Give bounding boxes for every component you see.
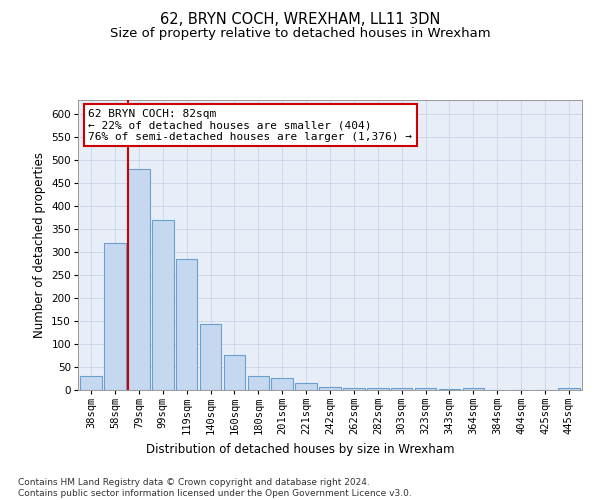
Bar [463, 388, 484, 390]
Bar [104, 242, 126, 390]
Bar [343, 388, 365, 390]
Bar [152, 220, 173, 390]
Bar [439, 388, 460, 390]
Bar [415, 388, 436, 390]
Bar [224, 356, 245, 390]
Bar [80, 376, 102, 390]
Bar [271, 378, 293, 390]
Text: Distribution of detached houses by size in Wrexham: Distribution of detached houses by size … [146, 442, 454, 456]
Text: 62, BRYN COCH, WREXHAM, LL11 3DN: 62, BRYN COCH, WREXHAM, LL11 3DN [160, 12, 440, 28]
Bar [367, 388, 389, 390]
Text: 62 BRYN COCH: 82sqm
← 22% of detached houses are smaller (404)
76% of semi-detac: 62 BRYN COCH: 82sqm ← 22% of detached ho… [88, 108, 412, 142]
Text: Size of property relative to detached houses in Wrexham: Size of property relative to detached ho… [110, 28, 490, 40]
Bar [391, 388, 412, 390]
Bar [295, 383, 317, 390]
Bar [200, 324, 221, 390]
Bar [558, 388, 580, 390]
Y-axis label: Number of detached properties: Number of detached properties [33, 152, 46, 338]
Bar [176, 259, 197, 390]
Bar [128, 169, 149, 390]
Bar [319, 387, 341, 390]
Bar [248, 376, 269, 390]
Text: Contains HM Land Registry data © Crown copyright and database right 2024.
Contai: Contains HM Land Registry data © Crown c… [18, 478, 412, 498]
